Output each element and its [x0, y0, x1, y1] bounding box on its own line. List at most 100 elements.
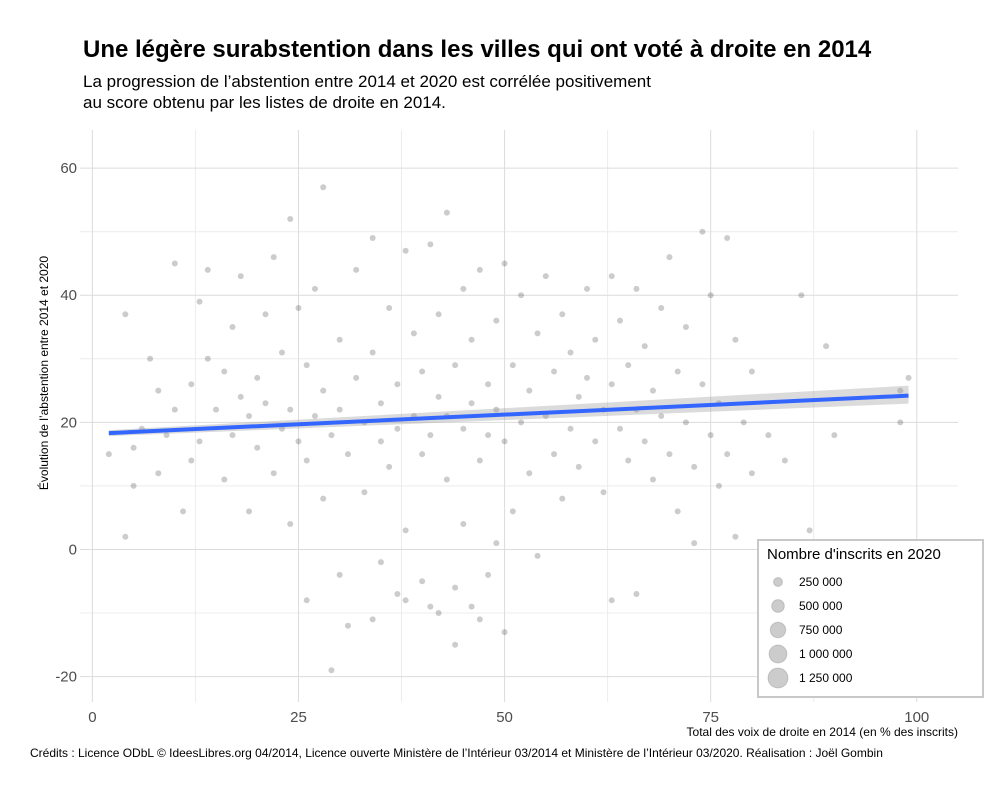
- data-point: [476, 457, 483, 464]
- data-point: [765, 432, 772, 439]
- legend-box: [757, 539, 984, 698]
- y-axis-title: Évolution de l’abstention entre 2014 et …: [36, 256, 51, 491]
- legend-label: 1 000 000: [799, 647, 853, 661]
- data-point: [633, 590, 640, 597]
- data-point: [592, 438, 599, 445]
- data-point: [476, 616, 483, 623]
- y-tick-label: 60: [60, 160, 77, 177]
- data-point: [270, 470, 277, 477]
- y-tick-label: 0: [69, 541, 77, 558]
- data-point: [377, 559, 384, 566]
- data-point: [237, 273, 244, 280]
- data-point: [468, 336, 475, 343]
- data-point: [493, 540, 500, 547]
- data-point: [485, 571, 492, 578]
- data-point: [237, 393, 244, 400]
- data-point: [369, 616, 376, 623]
- data-point: [682, 419, 689, 426]
- data-point: [806, 527, 813, 534]
- data-point: [649, 476, 656, 483]
- data-point: [311, 413, 318, 419]
- data-point: [798, 292, 805, 299]
- data-point: [419, 578, 426, 585]
- data-point: [666, 451, 673, 458]
- data-point: [724, 451, 731, 458]
- data-point: [501, 438, 508, 445]
- data-point: [740, 419, 747, 426]
- data-point: [221, 476, 228, 483]
- legend-key: [771, 599, 785, 613]
- data-point: [493, 406, 500, 413]
- chart-subtitle: La progression de l’abstention entre 201…: [83, 71, 783, 113]
- data-point: [608, 381, 615, 388]
- data-point: [303, 362, 310, 369]
- data-point: [254, 374, 261, 381]
- data-point: [278, 425, 285, 432]
- data-point: [452, 641, 459, 648]
- chart-subtitle-line: au score obtenu par les listes de droite…: [83, 93, 446, 112]
- data-point: [674, 368, 681, 375]
- axis-ticks: 0 25 50 75 100 -20 0 20 40 60: [55, 160, 929, 726]
- data-point: [897, 387, 904, 394]
- data-point: [303, 597, 310, 604]
- legend-key: [768, 644, 788, 664]
- data-point: [336, 406, 343, 413]
- data-point: [501, 629, 508, 636]
- data-point: [410, 330, 417, 337]
- data-point: [748, 368, 755, 375]
- legend-key: [773, 577, 783, 587]
- data-point: [427, 432, 434, 439]
- data-point: [188, 457, 195, 464]
- data-point: [468, 603, 475, 610]
- data-point: [641, 438, 648, 445]
- y-tick-label: 20: [60, 414, 77, 431]
- data-point: [402, 527, 409, 534]
- data-point: [320, 495, 327, 502]
- data-point: [328, 667, 335, 674]
- data-point: [443, 476, 450, 483]
- data-point: [435, 393, 442, 400]
- data-point: [526, 387, 533, 394]
- data-point: [567, 425, 574, 432]
- data-point: [344, 622, 351, 629]
- data-point: [188, 381, 195, 388]
- data-point: [509, 508, 516, 515]
- data-point: [419, 368, 426, 375]
- data-point: [534, 330, 541, 337]
- data-point: [732, 336, 739, 343]
- size-legend: Nombre d'inscrits en 2020 250 000 500 000…: [757, 539, 984, 698]
- data-point: [155, 387, 162, 394]
- data-point: [435, 311, 442, 318]
- data-point: [287, 521, 294, 528]
- chart-title: Une légère surabstention dans les villes…: [83, 36, 872, 63]
- data-point: [699, 228, 706, 235]
- data-point: [163, 432, 170, 439]
- chart-caption: Crédits : Licence ODbL © IdeesLibres.org…: [30, 746, 883, 760]
- data-point: [435, 610, 442, 617]
- data-point: [625, 457, 632, 464]
- data-point: [575, 393, 582, 400]
- data-point: [715, 482, 722, 489]
- data-point: [369, 349, 376, 356]
- data-point: [691, 540, 698, 547]
- data-point: [229, 432, 236, 439]
- data-point: [361, 489, 368, 496]
- legend-title: Nombre d'inscrits en 2020: [767, 546, 941, 563]
- data-point: [171, 260, 178, 267]
- data-point: [386, 463, 393, 470]
- data-point: [905, 374, 912, 381]
- y-tick-label: 40: [60, 287, 77, 304]
- data-point: [468, 400, 475, 407]
- x-tick-label: 50: [496, 709, 513, 726]
- x-tick-label: 25: [290, 709, 307, 726]
- data-point: [246, 508, 253, 515]
- data-point: [262, 311, 269, 318]
- data-point: [625, 362, 632, 369]
- data-point: [509, 362, 516, 369]
- data-point: [105, 451, 112, 458]
- data-point: [575, 463, 582, 470]
- data-point: [386, 304, 393, 311]
- legend-label: 250 000: [799, 575, 843, 589]
- data-point: [270, 254, 277, 261]
- data-point: [485, 432, 492, 439]
